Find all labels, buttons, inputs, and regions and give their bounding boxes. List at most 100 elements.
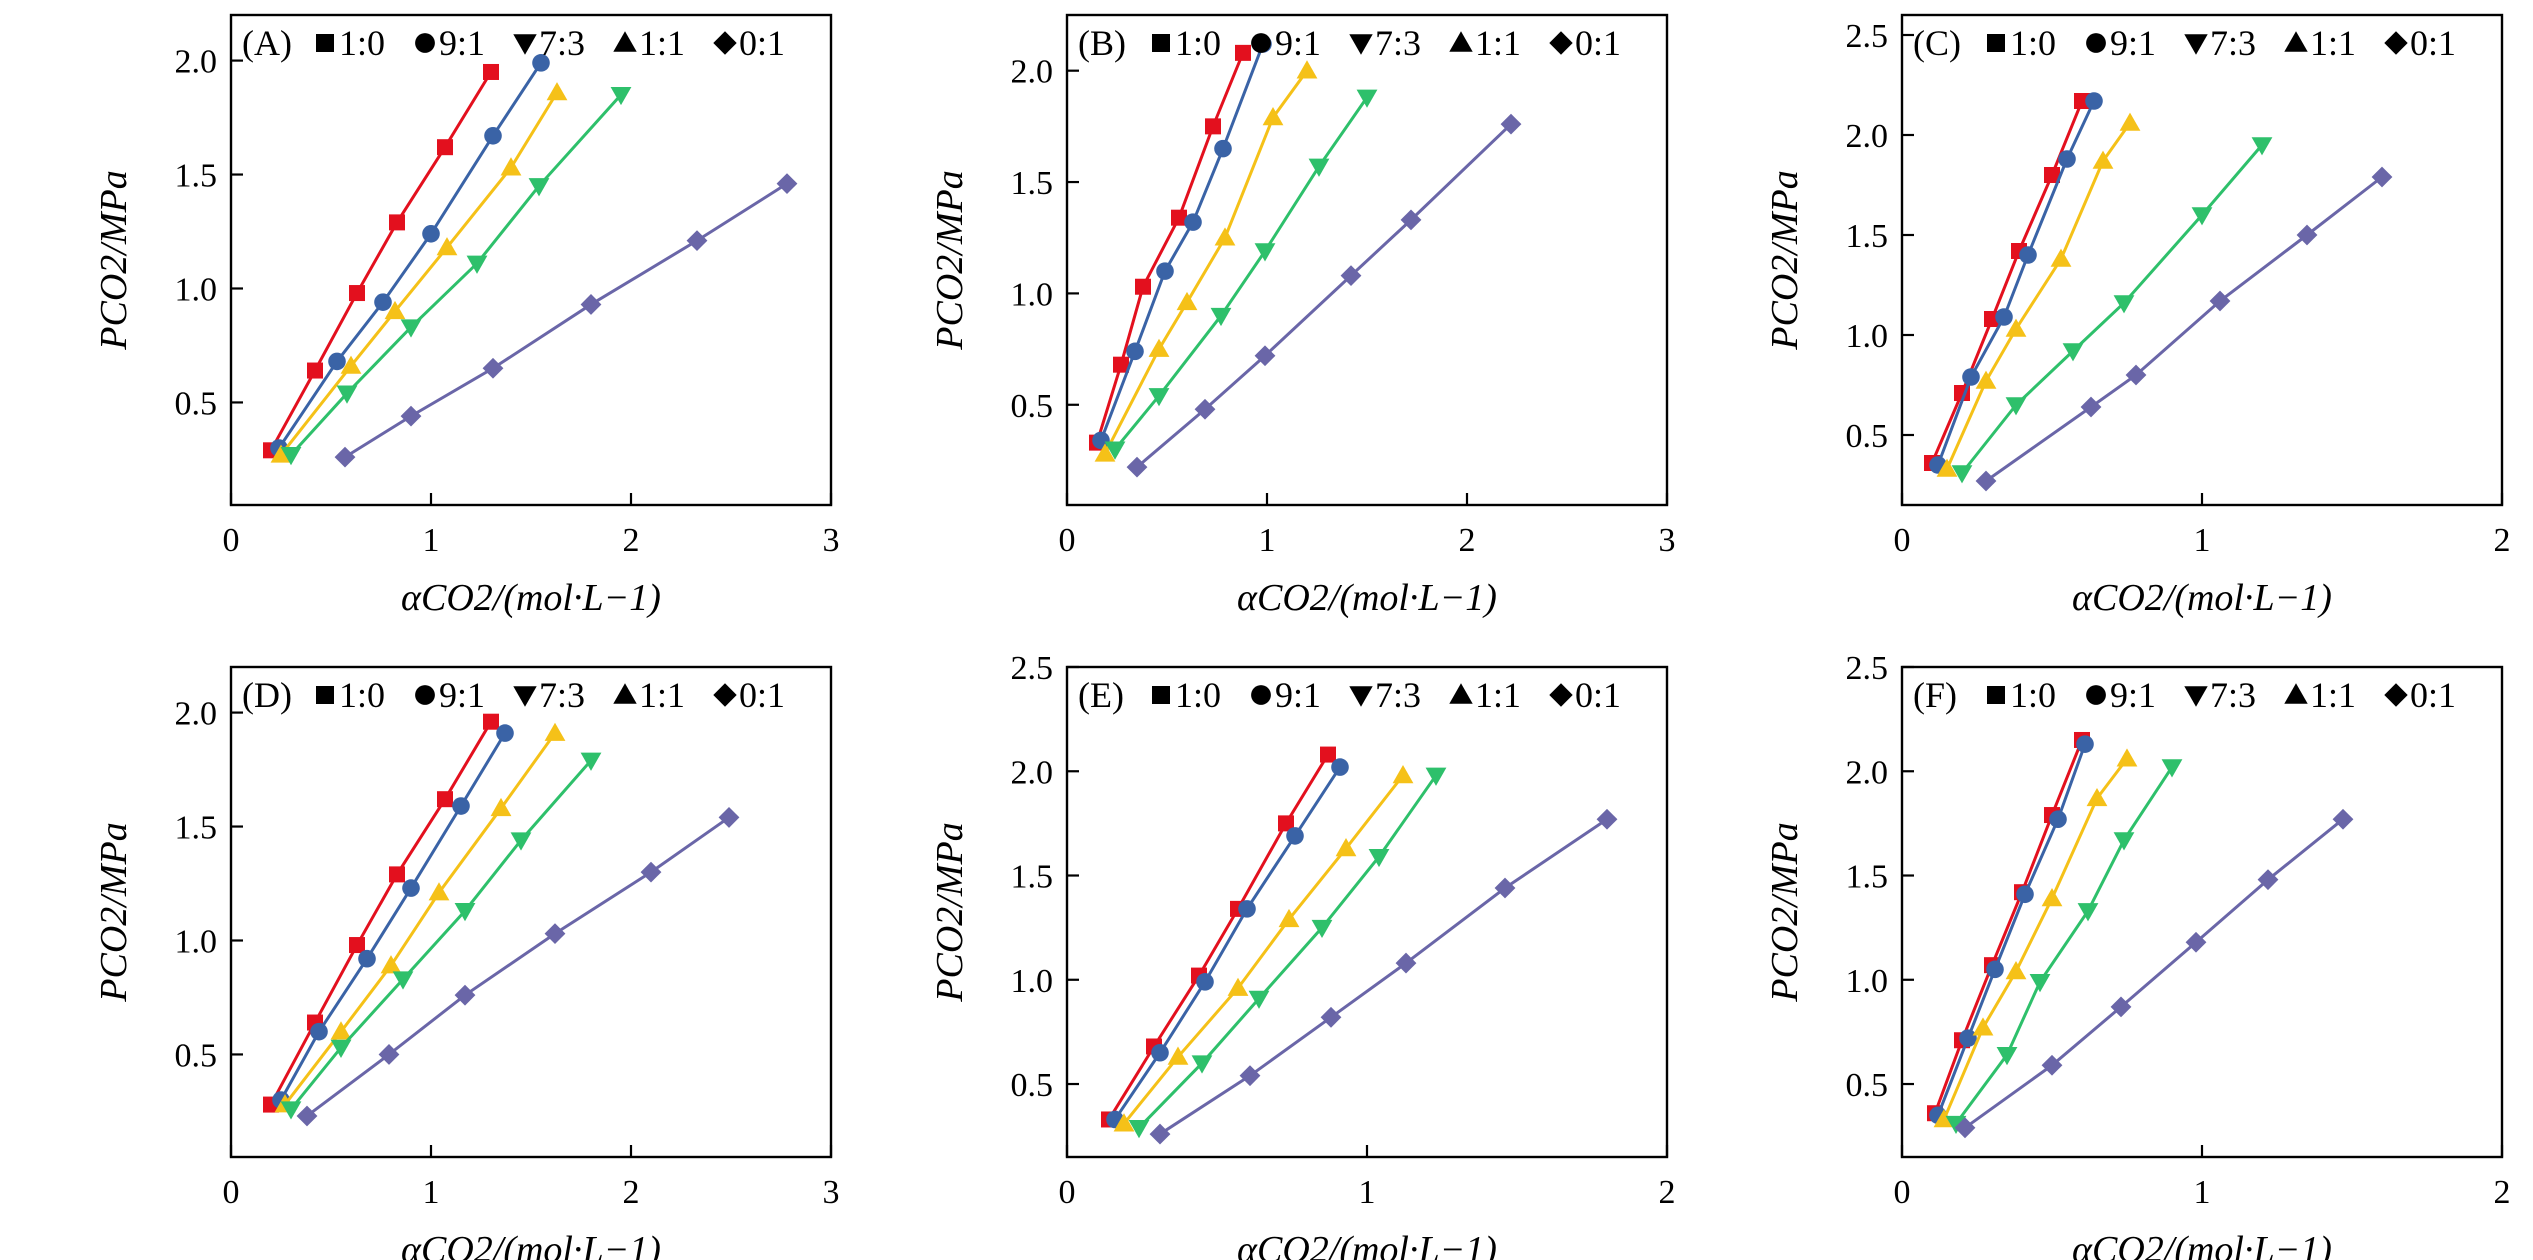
data-point xyxy=(1320,746,1336,763)
legend-entry: 1:0 xyxy=(339,675,385,715)
series-line-3 xyxy=(289,93,623,456)
data-point xyxy=(2113,832,2135,851)
data-point xyxy=(436,237,458,256)
data-point xyxy=(1320,1006,1342,1028)
data-point xyxy=(2086,787,2108,807)
y-tick-label: 1.5 xyxy=(175,810,218,847)
y-tick-label: 0.5 xyxy=(175,385,218,422)
x-axis-label: αCO2/(mol·L−1) xyxy=(2072,1229,2332,1260)
y-axis-label: PCO2/MPa xyxy=(929,170,971,350)
data-point xyxy=(718,807,740,828)
data-point xyxy=(1335,838,1357,857)
data-point xyxy=(328,352,346,371)
legend-entry: 7:3 xyxy=(539,23,585,63)
y-tick-label: 1.0 xyxy=(1011,276,1054,313)
y-axis-label: PCO2/MPa xyxy=(1764,170,1806,350)
data-point xyxy=(483,63,499,80)
data-point xyxy=(1995,308,2013,326)
data-point xyxy=(1996,1047,2018,1066)
y-axis-label: PCO2/MPa xyxy=(93,822,135,1002)
data-point xyxy=(1945,1115,1967,1135)
y-tick-label: 1.0 xyxy=(1846,963,1889,1000)
data-point xyxy=(1392,765,1414,784)
data-point xyxy=(1113,1113,1135,1132)
data-point xyxy=(2074,93,2090,109)
data-point xyxy=(378,1044,400,1065)
y-axis-label: PCO2/MPa xyxy=(929,822,971,1002)
data-point xyxy=(1214,227,1236,246)
legend-entry: 7:3 xyxy=(539,675,585,715)
data-point xyxy=(1191,1055,1213,1074)
legend-entry: 9:1 xyxy=(439,675,485,715)
data-point xyxy=(1278,815,1294,832)
data-point xyxy=(400,319,422,338)
data-point xyxy=(310,1022,328,1041)
series-line-0 xyxy=(1107,753,1330,1121)
chart-panel-4: 0 1 2 0.5 1.0 1.5 2.0 2.5 αCO2/(mol·L−1) PCO2/MPa… xyxy=(929,650,1676,1260)
legend-marker xyxy=(2086,33,2106,53)
data-point xyxy=(2161,759,2183,778)
data-point xyxy=(296,1105,318,1127)
data-point xyxy=(1933,1109,1955,1128)
data-point xyxy=(496,724,514,742)
series-line-3 xyxy=(1960,144,2264,474)
legend-marker xyxy=(316,686,334,704)
plot-frame xyxy=(229,13,833,507)
data-point xyxy=(1205,118,1221,135)
data-point xyxy=(776,173,798,195)
x-tick-label: 2 xyxy=(1659,1174,1676,1211)
data-point xyxy=(1238,900,1256,918)
series-line-1 xyxy=(1936,100,2096,466)
legend-entry: 9:1 xyxy=(1275,23,1321,63)
data-point xyxy=(1184,213,1202,231)
data-point xyxy=(1239,1065,1261,1087)
data-point xyxy=(1494,877,1516,899)
legend-entry: 7:3 xyxy=(1375,23,1421,63)
data-point xyxy=(610,86,632,106)
legend-entry: 1:1 xyxy=(639,675,685,715)
legend-entry: 0:1 xyxy=(2410,23,2456,63)
data-point xyxy=(1959,1029,1977,1047)
series-line-2 xyxy=(1945,122,2132,470)
series-line-0 xyxy=(1095,52,1245,444)
legend-entry: 1:0 xyxy=(1175,23,1221,63)
legend-marker xyxy=(613,31,637,52)
series-line-4 xyxy=(306,816,730,1118)
legend-marker xyxy=(1987,686,2005,704)
legend-marker xyxy=(415,33,435,53)
data-point xyxy=(2005,318,2027,337)
data-point xyxy=(1126,456,1148,478)
data-point xyxy=(384,300,406,320)
data-point xyxy=(1149,1123,1171,1145)
y-tick-label: 2.0 xyxy=(175,44,218,81)
y-tick-label: 0.5 xyxy=(1846,1067,1889,1104)
y-tick-label: 2.5 xyxy=(1011,650,1054,687)
y-tick-label: 1.5 xyxy=(1846,218,1889,255)
x-tick-label: 3 xyxy=(823,522,840,559)
data-point xyxy=(490,797,512,817)
series-line-2 xyxy=(1942,757,2129,1121)
y-tick-label: 1.5 xyxy=(175,158,218,195)
y-tick-label: 0.5 xyxy=(1011,388,1054,425)
data-point xyxy=(484,126,502,145)
data-point xyxy=(280,447,302,466)
data-point xyxy=(2029,974,2051,993)
data-point xyxy=(1151,1043,1169,1062)
data-point xyxy=(1986,960,2004,979)
legend-marker xyxy=(2086,685,2106,705)
x-axis-label: αCO2/(mol·L−1) xyxy=(401,1229,661,1260)
legend-marker xyxy=(2384,31,2408,55)
series-line-1 xyxy=(1113,766,1342,1121)
legend-entry: 1:0 xyxy=(2010,675,2056,715)
data-point xyxy=(1296,60,1318,79)
x-axis-label: αCO2/(mol·L−1) xyxy=(1237,577,1497,619)
legend-entry: 1:1 xyxy=(2310,23,2356,63)
x-tick-label: 2 xyxy=(2494,1174,2511,1211)
x-tick-label: 1 xyxy=(1359,1174,1376,1211)
series-line-4 xyxy=(1136,123,1513,469)
data-point xyxy=(2080,396,2102,418)
data-point xyxy=(2044,167,2060,183)
y-tick-label: 2.0 xyxy=(1011,54,1054,91)
data-point xyxy=(402,879,420,897)
data-point xyxy=(1214,139,1232,158)
